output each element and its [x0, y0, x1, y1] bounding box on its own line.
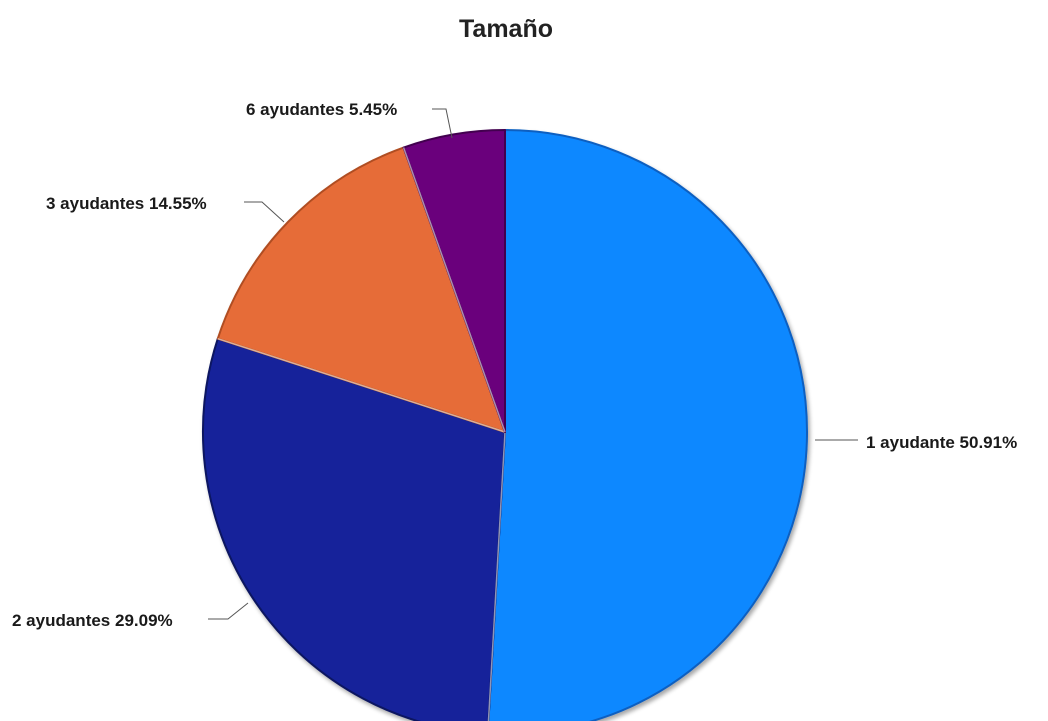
pie-slice-separator: [402, 147, 506, 433]
leader-line: [208, 602, 249, 620]
pie-slice-separator: [487, 431, 506, 721]
leader-line: [432, 108, 453, 139]
leader-line: [244, 201, 285, 223]
data-label-2-ayudantes: 2 ayudantes 29.09%: [12, 611, 173, 630]
data-label-6-ayudantes: 6 ayudantes 5.45%: [246, 100, 397, 119]
chart-title: Tamaño: [459, 15, 553, 43]
data-label-1-ayudante: 1 ayudante 50.91%: [866, 433, 1017, 452]
pie-slices: [202, 129, 809, 721]
pie-slice-1-ayudante: [487, 129, 809, 721]
pie-slice-separator: [217, 337, 506, 433]
data-label-3-ayudantes: 3 ayudantes 14.55%: [46, 194, 207, 213]
pie-slice-3-ayudantes: [216, 146, 506, 433]
pie-slice-6-ayudantes: [402, 129, 506, 433]
pie-data-labels: 1 ayudante 50.91% 2 ayudantes 29.09% 3 ayu…: [12, 100, 1017, 630]
